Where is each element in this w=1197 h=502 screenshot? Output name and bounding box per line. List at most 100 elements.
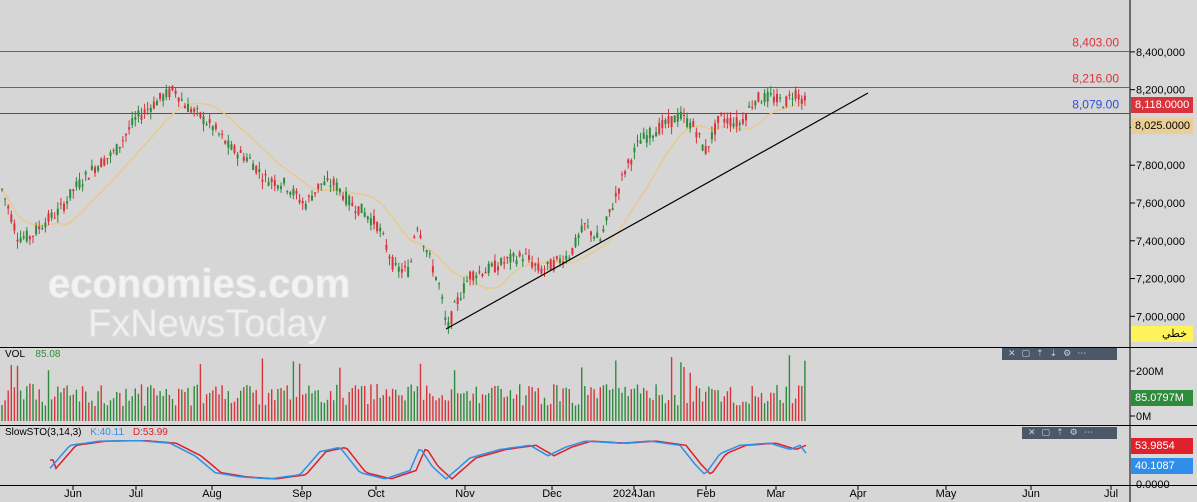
volume-bar <box>556 385 558 421</box>
candle-body <box>106 158 109 160</box>
volume-bar <box>267 392 270 421</box>
candle-body <box>652 135 654 138</box>
settings-icon[interactable]: ⚙ <box>1069 428 1078 438</box>
volume-bar <box>612 388 614 421</box>
volume-bar <box>230 402 233 421</box>
candle-body <box>741 118 744 124</box>
volume-bar <box>63 387 65 421</box>
volume-bar <box>444 400 446 421</box>
horizontal-lines: 8,403.00 8,216.00 8,079.00 <box>0 36 1130 114</box>
candle-body <box>335 182 338 191</box>
volume-bar <box>407 386 409 421</box>
chart-style-tag[interactable]: خطي <box>1131 326 1193 342</box>
candle-body <box>658 122 661 134</box>
volume-bar <box>196 384 198 421</box>
volume-bar <box>342 397 344 421</box>
candle-body <box>478 271 481 273</box>
candle-body <box>676 113 679 122</box>
candle-body <box>630 160 633 165</box>
arrow-down-icon[interactable]: ⇣ <box>1049 349 1058 359</box>
volume-bar <box>209 392 211 421</box>
time-axis: Jun Jul Aug Sep Oct Nov Dec 2024Jan Feb Mar Apr May… <box>64 486 1118 500</box>
volume-bar <box>336 384 338 421</box>
volume-bar <box>295 396 298 421</box>
volume-bar <box>32 384 34 421</box>
candle-body <box>162 94 165 101</box>
candle-body <box>50 212 53 218</box>
candle-body <box>624 171 627 175</box>
candle-body <box>800 98 803 104</box>
time-tick-label: Apr <box>849 488 866 500</box>
close-icon[interactable]: ✕ <box>1028 428 1036 438</box>
volume-bar <box>125 388 127 421</box>
volume-bar <box>791 403 794 421</box>
volume-bar <box>447 400 450 421</box>
settings-icon[interactable]: ⚙ <box>1063 349 1072 359</box>
candle-body <box>524 253 527 255</box>
volume-label: VOL <box>5 349 25 360</box>
volume-bar <box>574 405 577 421</box>
candle-body <box>481 273 484 277</box>
candle-body <box>214 124 217 130</box>
volume-bar <box>587 394 589 421</box>
candle-body <box>32 235 34 237</box>
arrow-up-icon[interactable]: ⇡ <box>1036 349 1044 359</box>
candle-body <box>683 115 685 117</box>
volume-bar <box>88 402 90 421</box>
candle-body <box>115 144 118 155</box>
arrow-up-icon[interactable]: ⇡ <box>1056 428 1064 438</box>
volume-bar <box>562 388 564 421</box>
volume-bar <box>491 387 493 421</box>
candle-body <box>571 247 574 255</box>
restore-icon[interactable]: ▢ <box>1021 349 1031 359</box>
candle-body <box>686 118 689 127</box>
candle-body <box>707 146 710 148</box>
candle-body <box>611 208 614 210</box>
candle-body <box>766 91 769 102</box>
volume-bar <box>652 399 654 421</box>
volume-bar <box>537 388 539 421</box>
volume-bar <box>720 401 722 421</box>
volume-bar <box>785 386 787 421</box>
trendline[interactable] <box>445 92 869 330</box>
candle-body <box>509 253 512 263</box>
volume-bar <box>212 390 214 421</box>
volume-bar <box>701 401 704 421</box>
volume-bar <box>429 393 431 421</box>
watermark: economies.com FxNewsToday <box>48 262 351 346</box>
volume-bar <box>308 385 310 421</box>
candle-body <box>400 269 403 273</box>
candle-body <box>348 196 351 206</box>
volume-bar <box>605 384 608 421</box>
candlesticks <box>1 84 806 334</box>
ma-line <box>1 99 806 290</box>
candle-body <box>292 188 295 196</box>
candle-body <box>546 261 549 265</box>
candle-body <box>435 276 437 280</box>
candle-body <box>605 216 608 221</box>
candle-body <box>791 98 794 100</box>
volume-bar <box>630 389 632 421</box>
volume-bar <box>602 385 605 421</box>
candle-body <box>506 257 509 259</box>
more-icon[interactable]: ⋯ <box>1077 349 1087 359</box>
volume-bar <box>646 390 648 421</box>
close-icon[interactable]: ✕ <box>1008 349 1016 359</box>
volume-bar <box>81 386 84 421</box>
more-icon[interactable]: ⋯ <box>1083 428 1093 438</box>
candle-body <box>354 211 357 213</box>
volume-bar <box>264 404 267 421</box>
candle-body <box>270 178 273 183</box>
candle-body <box>428 253 431 255</box>
time-tick-label: Sep <box>292 488 312 500</box>
restore-icon[interactable]: ▢ <box>1041 428 1051 438</box>
candle-body <box>528 255 530 260</box>
volume-bar <box>723 396 725 421</box>
candle-body <box>726 118 729 124</box>
volume-bar <box>729 387 732 421</box>
candle-body <box>44 222 47 228</box>
candle-body <box>63 203 65 211</box>
volume-bar <box>205 394 208 421</box>
volume-bar <box>277 388 279 421</box>
